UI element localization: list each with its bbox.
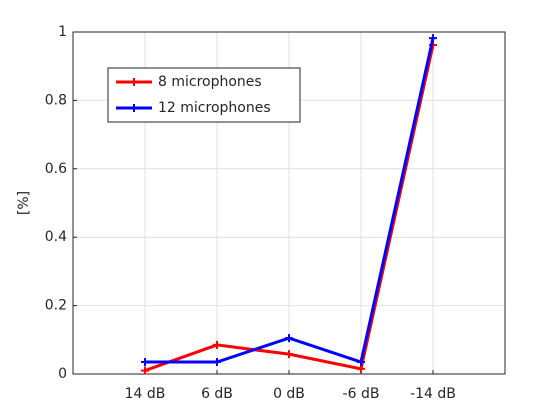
y-tick-label: 0.8: [45, 92, 67, 108]
marker: [357, 364, 365, 373]
marker: [357, 358, 365, 367]
legend-marker: [130, 104, 138, 112]
legend-label: 12 microphones: [158, 100, 271, 116]
y-tick-label: 0: [58, 366, 67, 382]
marker: [285, 350, 293, 359]
legend-label: 8 microphones: [158, 74, 262, 90]
marker: [285, 334, 293, 343]
x-tick-label: -14 dB: [410, 386, 456, 402]
x-tick-label: 14 dB: [125, 386, 166, 402]
y-axis-label: [%]: [16, 191, 32, 215]
marker: [141, 366, 149, 375]
y-tick-label: 0.4: [45, 229, 67, 245]
x-tick-label: 0 dB: [273, 386, 305, 402]
y-tick-label: 0.2: [45, 298, 67, 314]
legend-marker: [130, 78, 138, 86]
marker: [141, 358, 149, 367]
x-tick-label: -6 dB: [343, 386, 380, 402]
marker: [429, 34, 437, 43]
plot-frame: [72, 31, 506, 375]
marker: [213, 358, 221, 367]
x-tick-label: 6 dB: [201, 386, 233, 402]
legend-box: [107, 67, 301, 123]
marker: [213, 340, 221, 349]
y-tick-label: 0.6: [45, 161, 67, 177]
y-tick-label: 1: [58, 24, 67, 40]
